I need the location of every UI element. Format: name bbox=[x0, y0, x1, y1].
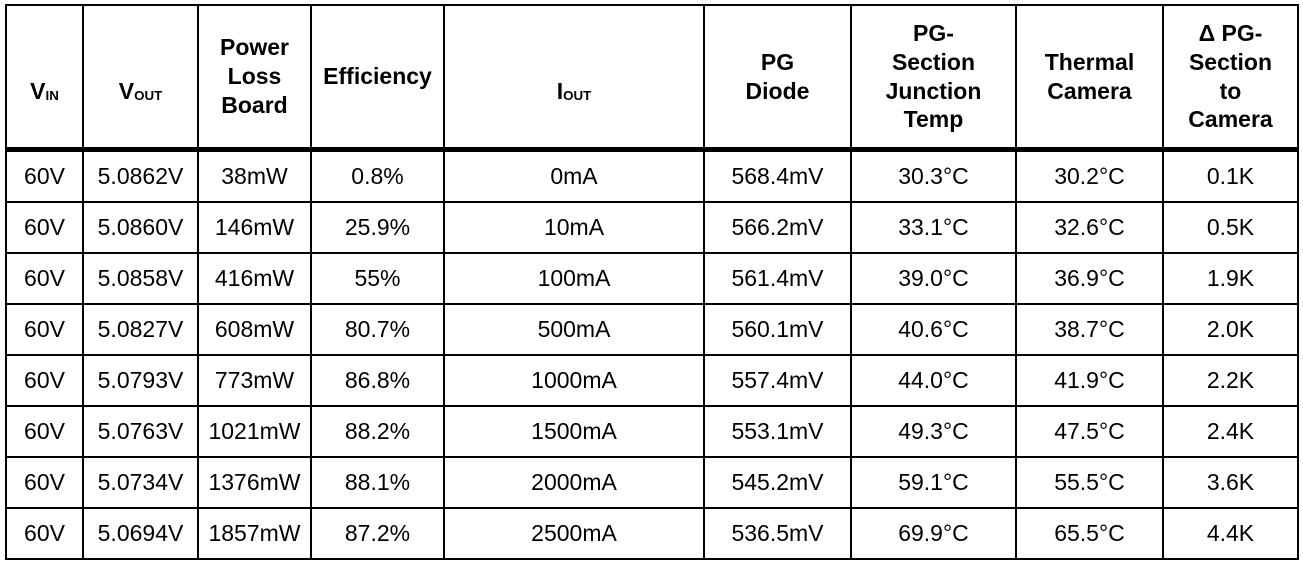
cell-efficiency: 25.9% bbox=[310, 201, 445, 254]
cell-delta-pg-section-to-camera: 0.5K bbox=[1162, 201, 1299, 254]
cell-vout: 5.0860V bbox=[82, 201, 199, 254]
cell-power-loss-board: 146mW bbox=[197, 201, 312, 254]
column-header-iout: IOUT bbox=[443, 4, 705, 152]
table-row: 60V 5.0858V 416mW 55% 100mA 561.4mV 39.0… bbox=[5, 252, 1299, 305]
cell-delta-pg-section-to-camera: 1.9K bbox=[1162, 252, 1299, 305]
column-header-efficiency: Efficiency bbox=[310, 4, 445, 152]
cell-pg-diode: 568.4mV bbox=[703, 148, 852, 203]
table-row: 60V 5.0734V 1376mW 88.1% 2000mA 545.2mV … bbox=[5, 456, 1299, 509]
cell-efficiency: 86.8% bbox=[310, 354, 445, 407]
cell-vin: 60V bbox=[5, 507, 84, 560]
header-row: VIN VOUT Power Loss Board Efficiency IOU… bbox=[5, 4, 1299, 152]
cell-pg-section-junction-temp: 69.9°C bbox=[850, 507, 1017, 560]
cell-power-loss-board: 1376mW bbox=[197, 456, 312, 509]
cell-vin: 60V bbox=[5, 303, 84, 356]
table-row: 60V 5.0860V 146mW 25.9% 10mA 566.2mV 33.… bbox=[5, 201, 1299, 254]
cell-power-loss-board: 38mW bbox=[197, 148, 312, 203]
cell-pg-section-junction-temp: 59.1°C bbox=[850, 456, 1017, 509]
cell-thermal-camera: 41.9°C bbox=[1015, 354, 1164, 407]
cell-iout: 500mA bbox=[443, 303, 705, 356]
cell-pg-section-junction-temp: 40.6°C bbox=[850, 303, 1017, 356]
cell-power-loss-board: 1857mW bbox=[197, 507, 312, 560]
cell-iout: 2500mA bbox=[443, 507, 705, 560]
column-header-thermal-camera: Thermal Camera bbox=[1015, 4, 1164, 152]
cell-thermal-camera: 65.5°C bbox=[1015, 507, 1164, 560]
table-row: 60V 5.0862V 38mW 0.8% 0mA 568.4mV 30.3°C… bbox=[5, 148, 1299, 203]
cell-pg-diode: 560.1mV bbox=[703, 303, 852, 356]
cell-power-loss-board: 608mW bbox=[197, 303, 312, 356]
cell-delta-pg-section-to-camera: 4.4K bbox=[1162, 507, 1299, 560]
column-header-vout: VOUT bbox=[82, 4, 199, 152]
cell-power-loss-board: 1021mW bbox=[197, 405, 312, 458]
cell-pg-diode: 545.2mV bbox=[703, 456, 852, 509]
cell-efficiency: 0.8% bbox=[310, 148, 445, 203]
cell-delta-pg-section-to-camera: 2.2K bbox=[1162, 354, 1299, 407]
cell-iout: 1000mA bbox=[443, 354, 705, 407]
cell-pg-section-junction-temp: 44.0°C bbox=[850, 354, 1017, 407]
column-header-pg-section-junction-temp: PG- Section Junction Temp bbox=[850, 4, 1017, 152]
cell-iout: 1500mA bbox=[443, 405, 705, 458]
cell-thermal-camera: 47.5°C bbox=[1015, 405, 1164, 458]
vin-symbol: VIN bbox=[30, 77, 59, 104]
table-row: 60V 5.0793V 773mW 86.8% 1000mA 557.4mV 4… bbox=[5, 354, 1299, 407]
cell-vout: 5.0793V bbox=[82, 354, 199, 407]
cell-pg-diode: 536.5mV bbox=[703, 507, 852, 560]
cell-pg-diode: 557.4mV bbox=[703, 354, 852, 407]
cell-thermal-camera: 38.7°C bbox=[1015, 303, 1164, 356]
cell-vout: 5.0763V bbox=[82, 405, 199, 458]
cell-pg-section-junction-temp: 33.1°C bbox=[850, 201, 1017, 254]
cell-pg-section-junction-temp: 49.3°C bbox=[850, 405, 1017, 458]
cell-iout: 10mA bbox=[443, 201, 705, 254]
cell-delta-pg-section-to-camera: 2.4K bbox=[1162, 405, 1299, 458]
iout-symbol: IOUT bbox=[556, 77, 592, 104]
cell-vin: 60V bbox=[5, 354, 84, 407]
cell-vout: 5.0862V bbox=[82, 148, 199, 203]
cell-pg-diode: 566.2mV bbox=[703, 201, 852, 254]
cell-vin: 60V bbox=[5, 252, 84, 305]
cell-vin: 60V bbox=[5, 201, 84, 254]
column-header-vin: VIN bbox=[5, 4, 84, 152]
cell-thermal-camera: 32.6°C bbox=[1015, 201, 1164, 254]
cell-pg-diode: 553.1mV bbox=[703, 405, 852, 458]
vout-symbol: VOUT bbox=[118, 77, 163, 104]
cell-thermal-camera: 30.2°C bbox=[1015, 148, 1164, 203]
cell-vout: 5.0827V bbox=[82, 303, 199, 356]
cell-iout: 100mA bbox=[443, 252, 705, 305]
cell-power-loss-board: 773mW bbox=[197, 354, 312, 407]
cell-efficiency: 80.7% bbox=[310, 303, 445, 356]
column-header-pg-diode: PG Diode bbox=[703, 4, 852, 152]
table-row: 60V 5.0827V 608mW 80.7% 500mA 560.1mV 40… bbox=[5, 303, 1299, 356]
cell-iout: 2000mA bbox=[443, 456, 705, 509]
table-row: 60V 5.0694V 1857mW 87.2% 2500mA 536.5mV … bbox=[5, 507, 1299, 560]
cell-vout: 5.0734V bbox=[82, 456, 199, 509]
cell-vout: 5.0858V bbox=[82, 252, 199, 305]
column-header-power-loss-board: Power Loss Board bbox=[197, 4, 312, 152]
cell-vout: 5.0694V bbox=[82, 507, 199, 560]
cell-thermal-camera: 36.9°C bbox=[1015, 252, 1164, 305]
measurement-table: VIN VOUT Power Loss Board Efficiency IOU… bbox=[5, 4, 1299, 560]
cell-vin: 60V bbox=[5, 405, 84, 458]
cell-delta-pg-section-to-camera: 2.0K bbox=[1162, 303, 1299, 356]
table-row: 60V 5.0763V 1021mW 88.2% 1500mA 553.1mV … bbox=[5, 405, 1299, 458]
cell-pg-section-junction-temp: 30.3°C bbox=[850, 148, 1017, 203]
cell-efficiency: 55% bbox=[310, 252, 445, 305]
column-header-delta-pg-section-to-camera: Δ PG- Section to Camera bbox=[1162, 4, 1299, 152]
cell-vin: 60V bbox=[5, 148, 84, 203]
cell-power-loss-board: 416mW bbox=[197, 252, 312, 305]
cell-pg-diode: 561.4mV bbox=[703, 252, 852, 305]
cell-thermal-camera: 55.5°C bbox=[1015, 456, 1164, 509]
cell-efficiency: 88.1% bbox=[310, 456, 445, 509]
cell-delta-pg-section-to-camera: 0.1K bbox=[1162, 148, 1299, 203]
cell-delta-pg-section-to-camera: 3.6K bbox=[1162, 456, 1299, 509]
cell-vin: 60V bbox=[5, 456, 84, 509]
cell-efficiency: 87.2% bbox=[310, 507, 445, 560]
cell-iout: 0mA bbox=[443, 148, 705, 203]
cell-efficiency: 88.2% bbox=[310, 405, 445, 458]
cell-pg-section-junction-temp: 39.0°C bbox=[850, 252, 1017, 305]
